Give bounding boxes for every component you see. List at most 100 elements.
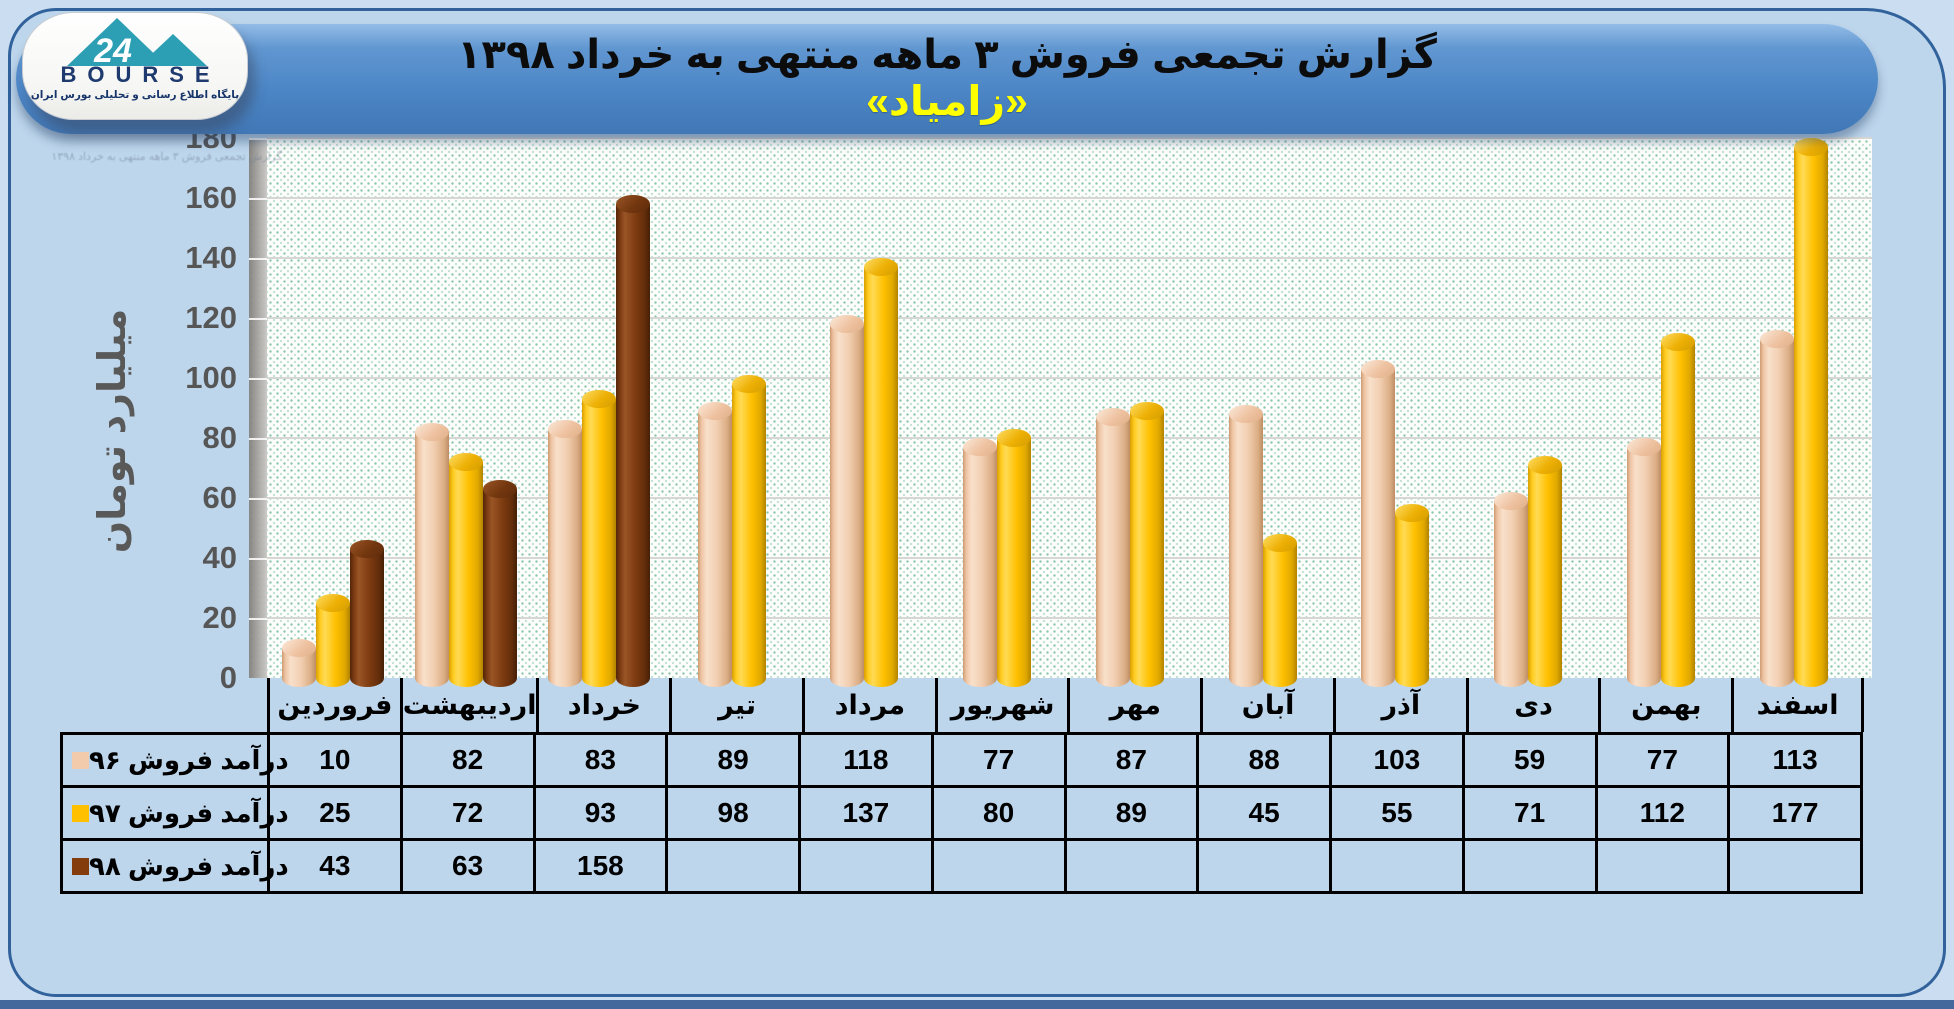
value-cell: 83 xyxy=(532,732,669,788)
cylinder-body xyxy=(697,411,732,687)
cylinder-top xyxy=(1095,408,1130,426)
gridline xyxy=(267,377,1872,379)
bar-آبان-series0 xyxy=(1228,405,1263,687)
cylinder-body xyxy=(483,489,518,687)
cylinder-body xyxy=(547,429,582,687)
data-table: درآمد فروش ۹۶ 10 82 83 89 118 77 87 88 103 59 77 113… xyxy=(60,732,1863,894)
cylinder-body xyxy=(1395,513,1430,687)
value-cell: 55 xyxy=(1329,785,1465,841)
cylinder-body xyxy=(1095,417,1130,687)
bar-مهر-series1 xyxy=(1129,402,1164,687)
gridline xyxy=(267,197,1872,199)
series-label-inner: درآمد فروش ۹۷ xyxy=(63,798,289,829)
cylinder-body xyxy=(449,462,484,687)
cylinder-body xyxy=(1494,501,1529,687)
gridline xyxy=(267,257,1872,259)
cylinder-body xyxy=(963,447,998,687)
value-cell: 118 xyxy=(798,732,934,788)
value-cell: 59 xyxy=(1461,732,1598,788)
bar-مرداد-series1 xyxy=(864,258,899,687)
bourse24-triangle-icon: 24 xyxy=(67,18,207,68)
table-row-series1: درآمد فروش ۹۷ 25 72 93 98 137 80 89 45 55 71 112 177 xyxy=(60,785,1863,841)
plot-area xyxy=(267,138,1872,678)
cylinder-body xyxy=(1262,543,1297,687)
series-label-cell: درآمد فروش ۹۸ xyxy=(60,838,289,894)
value-cell: 112 xyxy=(1594,785,1731,841)
month-header-cell: مرداد xyxy=(801,678,935,732)
cylinder-top xyxy=(282,639,317,657)
legend-key-swatch xyxy=(72,804,89,822)
y-tick-label: 40 xyxy=(202,540,237,575)
month-header-cell: دی xyxy=(1465,678,1599,732)
bar-خرداد-series1 xyxy=(581,390,616,687)
cylinder-top xyxy=(415,423,450,441)
value-cell: 93 xyxy=(532,785,669,841)
value-cell: 10 xyxy=(267,732,403,788)
gridline xyxy=(267,137,1872,139)
y-tick-label: 160 xyxy=(185,180,237,215)
cylinder-top xyxy=(963,438,998,456)
value-cell: 88 xyxy=(1196,732,1332,788)
value-cell xyxy=(1196,838,1332,894)
value-cell: 98 xyxy=(665,785,801,841)
bar-تیر-series1 xyxy=(731,375,766,687)
cylinder-body xyxy=(316,603,351,687)
bar-فروردین-series2 xyxy=(350,540,385,687)
cylinder-top xyxy=(1361,360,1396,378)
series-label-text: درآمد فروش ۹۶ xyxy=(89,744,289,775)
table-row-series0: درآمد فروش ۹۶ 10 82 83 89 118 77 87 88 103 59 77 113 xyxy=(60,732,1863,788)
gridline xyxy=(267,617,1872,619)
value-cell: 177 xyxy=(1727,785,1863,841)
legend-key-swatch xyxy=(72,751,89,769)
y-axis-title: میلیارد تومان xyxy=(92,308,134,554)
bar-خرداد-series0 xyxy=(547,420,582,687)
bar-شهریور-series0 xyxy=(963,438,998,687)
cylinder-top xyxy=(1395,504,1430,522)
cylinder-top xyxy=(997,429,1032,447)
bar-مهر-series0 xyxy=(1095,408,1130,687)
value-cell: 82 xyxy=(399,732,536,788)
cylinder-top xyxy=(1626,438,1661,456)
bar-شهریور-series1 xyxy=(997,429,1032,687)
bar-فروردین-series0 xyxy=(282,639,317,687)
bar-اردیبهشت-series1 xyxy=(449,453,484,687)
cylinder-top xyxy=(1129,402,1164,420)
value-cell: 158 xyxy=(532,838,669,894)
bar-خرداد-series2 xyxy=(615,195,650,687)
svg-text:24: 24 xyxy=(93,32,132,68)
y-tick-label: 100 xyxy=(185,360,237,395)
value-cell: 87 xyxy=(1063,732,1200,788)
value-cell: 71 xyxy=(1461,785,1598,841)
bar-اسفند-series0 xyxy=(1759,330,1794,687)
bar-اسفند-series1 xyxy=(1793,138,1828,687)
month-header-cell: تیر xyxy=(669,678,802,732)
bar-دی-series0 xyxy=(1494,492,1529,687)
bar-آذر-series1 xyxy=(1395,504,1430,687)
series-label-cell: درآمد فروش ۹۶ xyxy=(60,732,289,788)
cylinder-top xyxy=(615,195,650,213)
value-cell: 80 xyxy=(930,785,1067,841)
month-header-cell: فروردین xyxy=(267,678,400,732)
bar-تیر-series0 xyxy=(697,402,732,687)
cylinder-top xyxy=(1262,534,1297,552)
cylinder-body xyxy=(1528,465,1563,687)
x-axis-month-row: فروردین اردیبهشت خرداد تیر مرداد شهریور مهر آبا… xyxy=(267,678,1864,732)
value-cell xyxy=(1594,838,1731,894)
cylinder-body xyxy=(731,384,766,687)
series-label-inner: درآمد فروش ۹۶ xyxy=(63,745,289,776)
value-cell: 63 xyxy=(399,838,536,894)
cylinder-body xyxy=(997,438,1032,687)
title-ghost-watermark: گزارش تجمعی فروش ۳ ماهه منتهی به خرداد ۱… xyxy=(51,151,282,163)
header-banner: گزارش تجمعی فروش ۳ ماهه منتهی به خرداد ۱… xyxy=(16,24,1878,134)
value-cell xyxy=(1461,838,1598,894)
bar-آذر-series0 xyxy=(1361,360,1396,687)
cylinder-top xyxy=(697,402,732,420)
cylinder-body xyxy=(1228,414,1263,687)
cylinder-top xyxy=(1759,330,1794,348)
cylinder-top xyxy=(483,480,518,498)
y-tick-label: 80 xyxy=(202,420,237,455)
cylinder-top xyxy=(547,420,582,438)
value-cell: 103 xyxy=(1329,732,1465,788)
cylinder-top xyxy=(316,594,351,612)
value-cell: 72 xyxy=(399,785,536,841)
